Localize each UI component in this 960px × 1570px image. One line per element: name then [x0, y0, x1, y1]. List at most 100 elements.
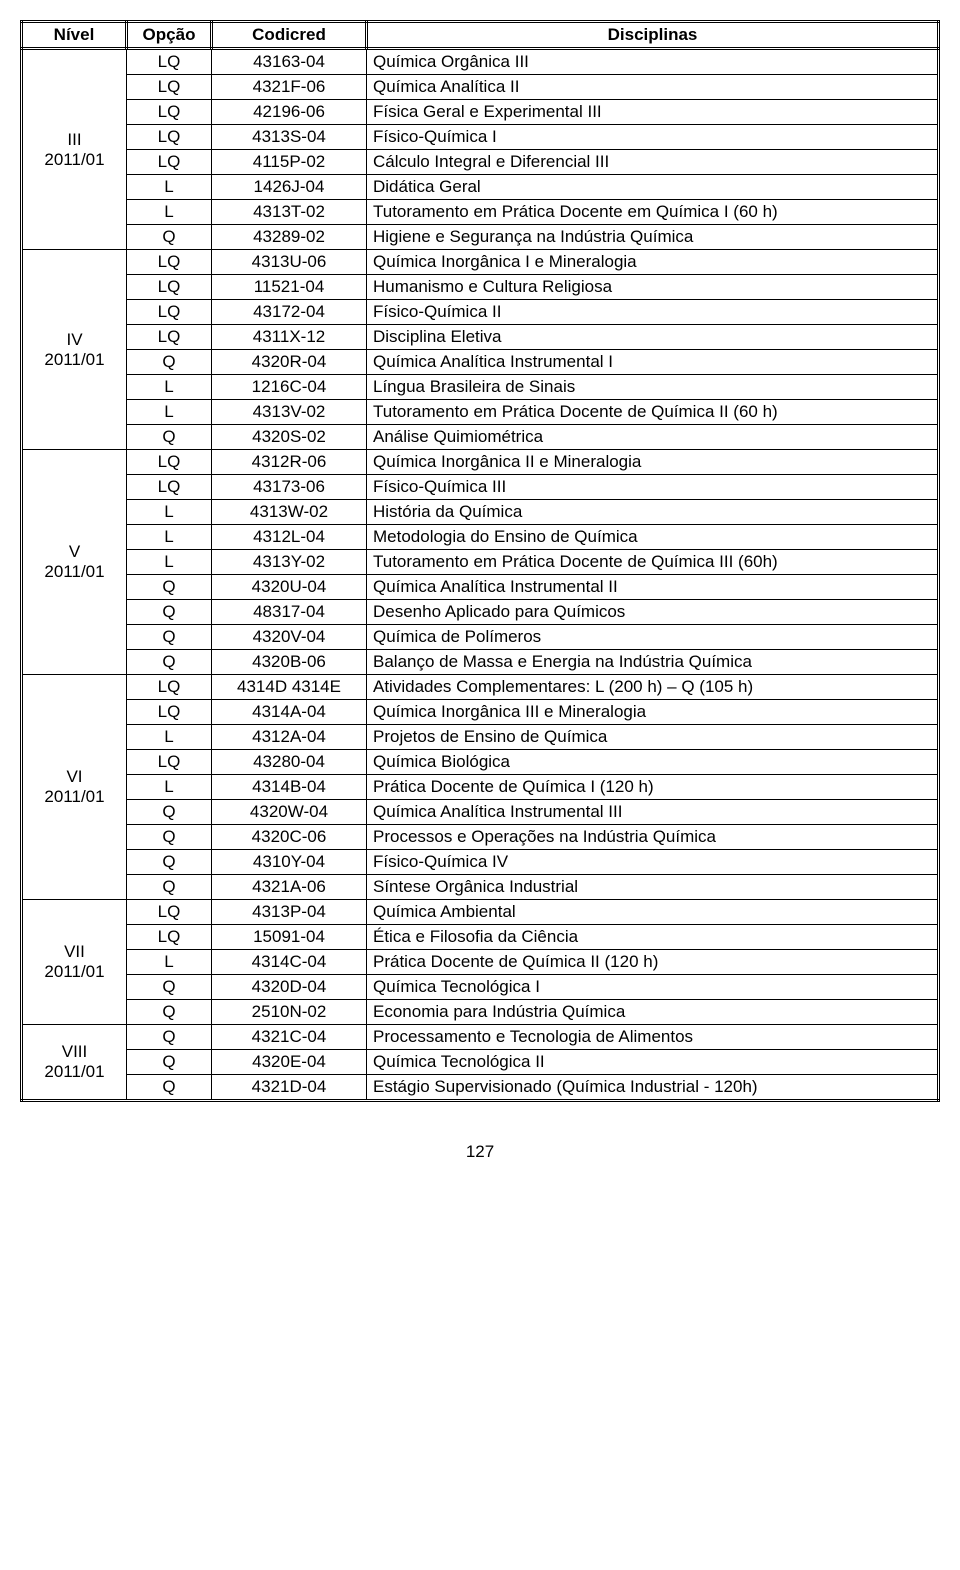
opcao-cell: L: [127, 725, 212, 750]
header-nivel: Nível: [22, 22, 127, 49]
nivel-label: VII: [29, 942, 120, 962]
disciplina-cell: Metodologia do Ensino de Química: [367, 525, 939, 550]
opcao-cell: Q: [127, 1075, 212, 1101]
opcao-cell: Q: [127, 425, 212, 450]
opcao-cell: Q: [127, 650, 212, 675]
opcao-cell: LQ: [127, 275, 212, 300]
nivel-sublabel: 2011/01: [29, 1062, 120, 1082]
disciplina-cell: História da Química: [367, 500, 939, 525]
disciplina-cell: Análise Quimiométrica: [367, 425, 939, 450]
opcao-cell: L: [127, 500, 212, 525]
codicred-cell: 4312A-04: [212, 725, 367, 750]
disciplina-cell: Ética e Filosofia da Ciência: [367, 925, 939, 950]
codicred-cell: 1216C-04: [212, 375, 367, 400]
disciplina-cell: Disciplina Eletiva: [367, 325, 939, 350]
nivel-cell: V2011/01: [22, 450, 127, 675]
opcao-cell: LQ: [127, 150, 212, 175]
table-row: LQ15091-04Ética e Filosofia da Ciência: [22, 925, 939, 950]
opcao-cell: LQ: [127, 325, 212, 350]
codicred-cell: 4311X-12: [212, 325, 367, 350]
nivel-label: IV: [29, 330, 120, 350]
disciplina-cell: Estágio Supervisionado (Química Industri…: [367, 1075, 939, 1101]
codicred-cell: 43172-04: [212, 300, 367, 325]
disciplina-cell: Química Analítica Instrumental III: [367, 800, 939, 825]
disciplina-cell: Prática Docente de Química I (120 h): [367, 775, 939, 800]
opcao-cell: LQ: [127, 450, 212, 475]
header-opcao: Opção: [127, 22, 212, 49]
codicred-cell: 4313W-02: [212, 500, 367, 525]
table-row: LQ43173-06Físico-Química III: [22, 475, 939, 500]
nivel-sublabel: 2011/01: [29, 150, 120, 170]
codicred-cell: 1426J-04: [212, 175, 367, 200]
disciplina-cell: Prática Docente de Química II (120 h): [367, 950, 939, 975]
table-row: L1426J-04Didática Geral: [22, 175, 939, 200]
codicred-cell: 43173-06: [212, 475, 367, 500]
table-row: L4313W-02História da Química: [22, 500, 939, 525]
opcao-cell: LQ: [127, 925, 212, 950]
disciplina-cell: Didática Geral: [367, 175, 939, 200]
codicred-cell: 15091-04: [212, 925, 367, 950]
table-row: LQ43172-04Físico-Química II: [22, 300, 939, 325]
disciplina-cell: Processamento e Tecnologia de Alimentos: [367, 1025, 939, 1050]
nivel-label: V: [29, 542, 120, 562]
header-disciplinas: Disciplinas: [367, 22, 939, 49]
disciplina-cell: Tutoramento em Prática Docente de Químic…: [367, 400, 939, 425]
table-row: Q4320D-04Química Tecnológica I: [22, 975, 939, 1000]
codicred-cell: 4313T-02: [212, 200, 367, 225]
nivel-sublabel: 2011/01: [29, 962, 120, 982]
codicred-cell: 4310Y-04: [212, 850, 367, 875]
codicred-cell: 11521-04: [212, 275, 367, 300]
nivel-cell: IV2011/01: [22, 250, 127, 450]
opcao-cell: LQ: [127, 300, 212, 325]
table-row: Q4320W-04Química Analítica Instrumental …: [22, 800, 939, 825]
disciplina-cell: Química de Polímeros: [367, 625, 939, 650]
disciplina-cell: Físico-Química III: [367, 475, 939, 500]
table-row: L1216C-04Língua Brasileira de Sinais: [22, 375, 939, 400]
disciplina-cell: Higiene e Segurança na Indústria Química: [367, 225, 939, 250]
disciplina-cell: Atividades Complementares: L (200 h) – Q…: [367, 675, 939, 700]
codicred-cell: 4320S-02: [212, 425, 367, 450]
disciplina-cell: Química Biológica: [367, 750, 939, 775]
codicred-cell: 43289-02: [212, 225, 367, 250]
disciplina-cell: Língua Brasileira de Sinais: [367, 375, 939, 400]
opcao-cell: LQ: [127, 100, 212, 125]
opcao-cell: Q: [127, 600, 212, 625]
codicred-cell: 4313V-02: [212, 400, 367, 425]
codicred-cell: 4321D-04: [212, 1075, 367, 1101]
opcao-cell: Q: [127, 1050, 212, 1075]
disciplina-cell: Cálculo Integral e Diferencial III: [367, 150, 939, 175]
disciplina-cell: Tutoramento em Prática Docente de Químic…: [367, 550, 939, 575]
disciplina-cell: Química Analítica II: [367, 75, 939, 100]
disciplina-cell: Humanismo e Cultura Religiosa: [367, 275, 939, 300]
table-row: LQ4321F-06Química Analítica II: [22, 75, 939, 100]
table-row: VIII2011/01Q4321C-04Processamento e Tecn…: [22, 1025, 939, 1050]
disciplina-cell: Físico-Química IV: [367, 850, 939, 875]
codicred-cell: 4312R-06: [212, 450, 367, 475]
table-row: L4313Y-02Tutoramento em Prática Docente …: [22, 550, 939, 575]
codicred-cell: 4320V-04: [212, 625, 367, 650]
opcao-cell: LQ: [127, 675, 212, 700]
nivel-sublabel: 2011/01: [29, 787, 120, 807]
opcao-cell: Q: [127, 625, 212, 650]
disciplina-cell: Físico-Química II: [367, 300, 939, 325]
table-row: Q4321D-04Estágio Supervisionado (Química…: [22, 1075, 939, 1101]
codicred-cell: 4320U-04: [212, 575, 367, 600]
table-row: L4312A-04Projetos de Ensino de Química: [22, 725, 939, 750]
opcao-cell: LQ: [127, 900, 212, 925]
opcao-cell: LQ: [127, 475, 212, 500]
opcao-cell: Q: [127, 875, 212, 900]
disciplina-cell: Química Tecnológica II: [367, 1050, 939, 1075]
header-row: Nível Opção Codicred Disciplinas: [22, 22, 939, 49]
codicred-cell: 4320D-04: [212, 975, 367, 1000]
table-row: LQ4314A-04Química Inorgânica III e Miner…: [22, 700, 939, 725]
codicred-cell: 4320W-04: [212, 800, 367, 825]
codicred-cell: 43280-04: [212, 750, 367, 775]
nivel-label: VIII: [29, 1042, 120, 1062]
disciplina-cell: Economia para Indústria Química: [367, 1000, 939, 1025]
nivel-cell: VI2011/01: [22, 675, 127, 900]
table-row: Q4320U-04Química Analítica Instrumental …: [22, 575, 939, 600]
codicred-cell: 4320R-04: [212, 350, 367, 375]
codicred-cell: 2510N-02: [212, 1000, 367, 1025]
nivel-sublabel: 2011/01: [29, 562, 120, 582]
codicred-cell: 4314A-04: [212, 700, 367, 725]
